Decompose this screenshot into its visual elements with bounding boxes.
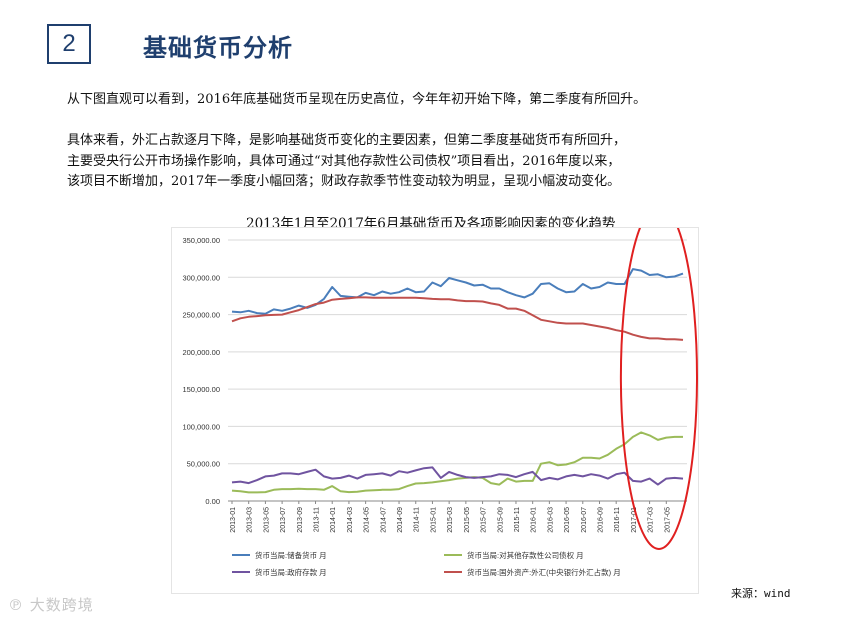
x-tick-label: 2013-07: [280, 507, 287, 533]
x-tick-label: 2013-03: [247, 507, 254, 533]
x-tick-label: 2015-03: [447, 507, 454, 533]
legend-label-4: 货币当局:国外资产:外汇(中央银行外汇占款) 月: [467, 567, 621, 577]
x-tick-label: 2013-05: [263, 507, 270, 533]
series-line-3: [231, 466, 684, 486]
detail-line-1: 具体来看，外汇占款逐月下降，是影响基础货币变化的主要因素，但第二季度基础货币有所…: [67, 133, 627, 148]
x-tick-label: 2017-03: [648, 507, 655, 533]
watermark-icon: ℗: [8, 596, 24, 614]
intro-paragraph: 从下图直观可以看到，2016年底基础货币呈现在历史高位，今年年初开始下降，第二季…: [67, 92, 647, 107]
y-tick-label: 100,000.00: [182, 422, 220, 431]
x-tick-label: 2014-09: [397, 507, 404, 533]
x-tick-label: 2015-01: [430, 507, 437, 533]
x-tick-label: 2015-07: [481, 507, 488, 533]
x-tick-label: 2016-09: [597, 507, 604, 533]
series-line-2: [231, 431, 683, 494]
y-tick-label: 0.00: [205, 497, 220, 506]
series-line-4: [231, 296, 684, 341]
x-tick-label: 2014-01: [330, 507, 337, 533]
x-tick-label: 2013-11: [314, 507, 321, 532]
x-tick-label: 2014-07: [380, 507, 387, 533]
detail-line-2: 主要受央行公开市场操作影响，具体可通过“对其他存款性公司债权”项目看出，2016…: [67, 153, 621, 169]
chart-frame: 0.00 50,000.00 100,000.00 150,000.00 200,000…: [172, 204, 699, 593]
x-tick-label: 2014-05: [364, 507, 371, 533]
y-tick-label: 200,000.00: [182, 348, 220, 357]
x-tick-label: 2016-07: [581, 507, 588, 533]
series-line-1: [231, 268, 684, 315]
legend-label-1: 货币当局:储备货币 月: [255, 550, 327, 560]
y-tick-label: 250,000.00: [182, 311, 220, 320]
y-tick-label: 50,000.00: [187, 460, 220, 469]
x-tick-label: 2015-09: [497, 507, 504, 533]
source-note: 来源：wind: [731, 587, 791, 600]
x-tick-label: 2016-11: [614, 507, 621, 532]
x-tick-label: 2014-11: [414, 507, 421, 532]
section-number-badge: 2: [47, 24, 91, 64]
x-tick-label: 2016-01: [531, 507, 538, 533]
legend-label-2: 货币当局:对其他存款性公司债权 月: [467, 550, 584, 560]
y-tick-label: 300,000.00: [182, 273, 220, 282]
x-tick-label: 2013-09: [297, 507, 304, 533]
x-tick-label: 2016-05: [564, 507, 571, 533]
x-tick-label: 2017-05: [664, 507, 671, 533]
watermark-logo: ℗ 大数跨境: [8, 594, 94, 615]
x-tick-label: 2014-03: [347, 507, 354, 533]
detail-line-3: 该项目不断增加，2017年一季度小幅回落；财政存款季节性变动较为明显，呈现小幅波…: [67, 174, 621, 189]
page-title: 基础货币分析: [143, 34, 293, 62]
detail-paragraph: 具体来看，外汇占款逐月下降，是影响基础货币变化的主要因素，但第二季度基础货币有所…: [67, 131, 626, 193]
watermark-text: 大数跨境: [29, 596, 94, 614]
x-tick-label: 2017-01: [631, 507, 638, 533]
x-tick-label: 2016-03: [547, 507, 554, 533]
legend-label-3: 货币当局:政府存款 月: [255, 567, 327, 577]
y-tick-label: 350,000.00: [182, 236, 220, 245]
section-number: 2: [62, 30, 76, 57]
x-tick-label: 2015-05: [464, 507, 471, 533]
line-chart: 0.00 50,000.00 100,000.00 150,000.00 200,000…: [182, 204, 699, 577]
y-tick-label: 150,000.00: [182, 385, 220, 394]
x-tick-label: 2015-11: [514, 507, 521, 532]
x-tick-label: 2013-01: [230, 507, 237, 533]
